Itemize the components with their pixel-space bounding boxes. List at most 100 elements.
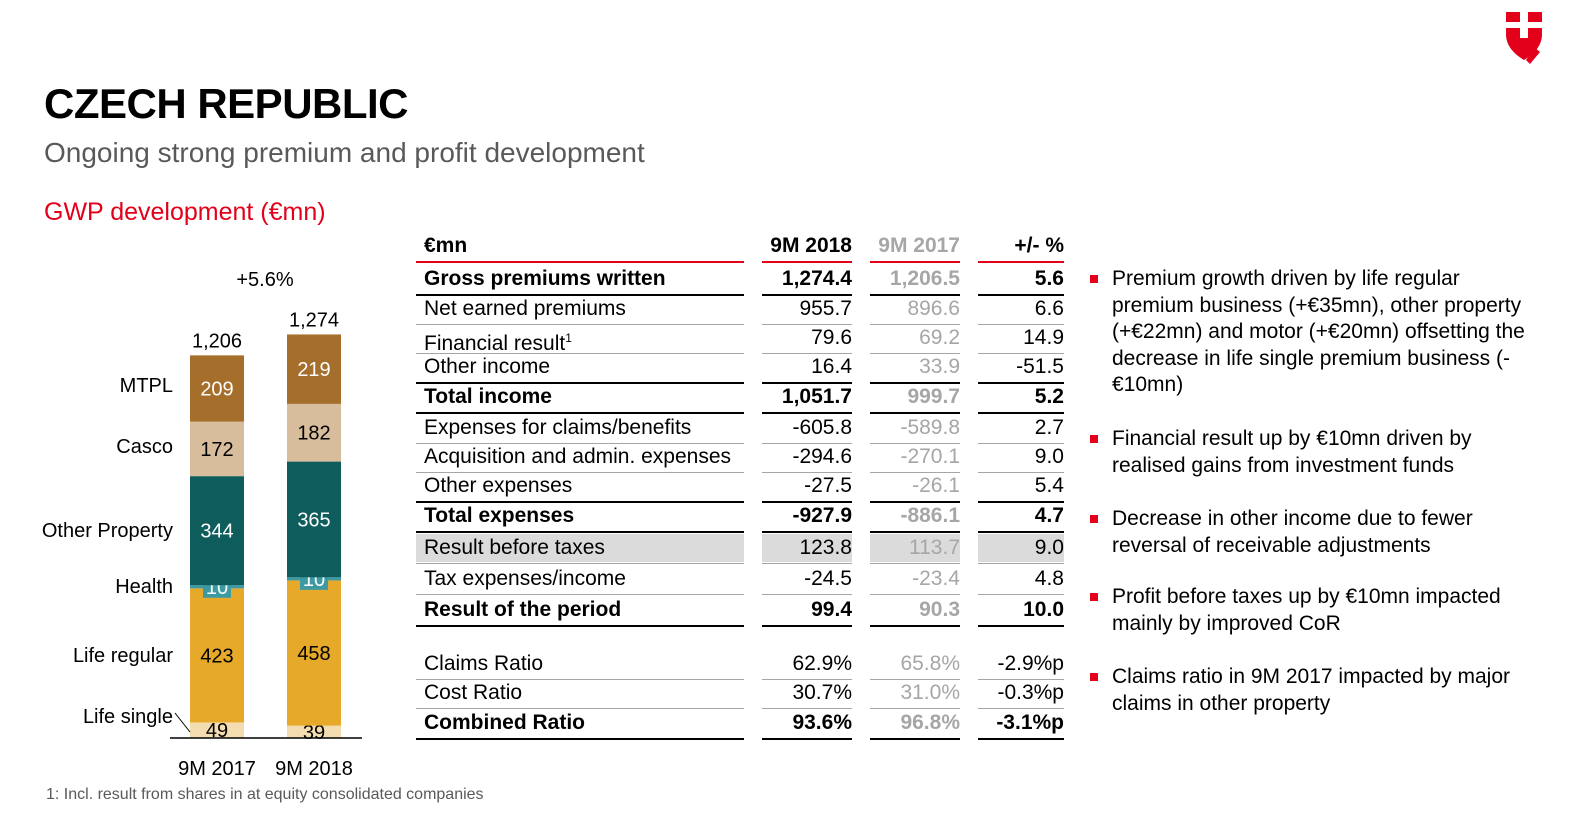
row-label-text: Other expenses bbox=[424, 474, 573, 497]
table-cell-9m2017: -26.1 bbox=[912, 474, 960, 497]
bullet-text: Decrease in other income due to fewer re… bbox=[1112, 507, 1473, 557]
table-rule bbox=[978, 625, 1064, 627]
row-label-text: Acquisition and admin. expenses bbox=[424, 445, 732, 468]
table-cell-change: -2.9%p bbox=[997, 652, 1064, 675]
series-label: Life single bbox=[83, 706, 173, 728]
table-cell-9m2017: -886.1 bbox=[900, 504, 960, 527]
bullet-text: Claims ratio in 9M 2017 impacted by majo… bbox=[1112, 665, 1510, 715]
table-cell-9m2018: 123.8 bbox=[762, 534, 852, 562]
table-cell-9m2018: 1,274.4 bbox=[781, 267, 852, 290]
table-rule bbox=[870, 324, 960, 325]
table-cell-9m2018: -927.9 bbox=[792, 504, 852, 527]
bar-segment bbox=[287, 334, 341, 404]
table-row-label: Tax expenses/income bbox=[416, 565, 744, 593]
table-rule bbox=[762, 708, 852, 709]
table-header-9m2017: 9M 2017 bbox=[878, 234, 960, 257]
bar-segment bbox=[287, 725, 341, 738]
table-rule bbox=[762, 625, 852, 627]
table-rule bbox=[762, 594, 852, 595]
table-rule bbox=[416, 324, 744, 325]
table-rule bbox=[870, 531, 960, 533]
table-rule bbox=[870, 472, 960, 473]
table-rule bbox=[978, 443, 1064, 444]
table-rule bbox=[978, 501, 1064, 503]
table-cell-change: -51.5 bbox=[1016, 355, 1064, 378]
table-rule bbox=[870, 625, 960, 627]
category-label: 9M 2017 bbox=[178, 758, 256, 780]
bar-segment-label: 344 bbox=[200, 521, 233, 543]
table-cell-9m2017: 999.7 bbox=[907, 385, 960, 408]
table-cell-9m2018: -605.8 bbox=[792, 416, 852, 439]
row-label-text: Total income bbox=[424, 385, 552, 408]
series-label: Life regular bbox=[73, 645, 173, 667]
growth-label: +5.6% bbox=[236, 269, 293, 291]
bar-segment-label: 458 bbox=[297, 643, 330, 665]
table-row-label: Gross premiums written bbox=[416, 265, 744, 293]
bar-segment bbox=[190, 588, 244, 723]
bullet-square-icon bbox=[1090, 275, 1098, 283]
table-rule bbox=[870, 501, 960, 503]
table-rule bbox=[978, 594, 1064, 595]
bar-segment-label: 49 bbox=[206, 720, 228, 742]
page-subtitle: Ongoing strong premium and profit develo… bbox=[44, 137, 645, 168]
table-rule bbox=[870, 738, 960, 740]
table-rule bbox=[762, 679, 852, 680]
table-cell-9m2018: 93.6% bbox=[792, 711, 852, 734]
bar-segment-label: 209 bbox=[200, 379, 233, 401]
table-rule bbox=[978, 261, 1064, 263]
row-label-text: Expenses for claims/benefits bbox=[424, 416, 692, 439]
table-cell-change: 14.9 bbox=[1023, 326, 1064, 349]
table-header-change: +/- % bbox=[1014, 234, 1064, 257]
bullet-text: Financial result up by €10mn driven by r… bbox=[1112, 427, 1472, 477]
table-rule bbox=[416, 625, 744, 627]
bar-total-label: 1,206 bbox=[192, 330, 242, 352]
table-cell-change: -0.3%p bbox=[997, 681, 1064, 704]
table-rule bbox=[978, 531, 1064, 533]
table-rule bbox=[762, 443, 852, 444]
table-rule bbox=[870, 563, 960, 564]
table-cell-change: -3.1%p bbox=[996, 711, 1064, 734]
table-cell-9m2017: 896.6 bbox=[907, 297, 960, 320]
table-rule bbox=[978, 412, 1064, 414]
row-label-text: Cost Ratio bbox=[424, 681, 523, 704]
table-cell-change: 9.0 bbox=[978, 534, 1064, 562]
chart-heading: GWP development (€mn) bbox=[44, 198, 326, 226]
series-label: MTPL bbox=[120, 375, 173, 397]
table-header-label: €mn bbox=[424, 234, 468, 257]
table-cell-change: 4.8 bbox=[1034, 567, 1064, 590]
table-rule bbox=[416, 501, 744, 503]
table-row-label: Combined Ratio bbox=[416, 709, 744, 737]
bar-segment-label: 172 bbox=[200, 439, 233, 461]
category-label: 9M 2018 bbox=[275, 758, 353, 780]
table-row-label: Cost Ratio bbox=[416, 679, 744, 707]
table-row-label: Total income bbox=[416, 383, 744, 411]
table-rule bbox=[762, 531, 852, 533]
table-row-label: Result of the period bbox=[416, 596, 744, 624]
table-rule bbox=[870, 594, 960, 595]
table-rule bbox=[978, 679, 1064, 680]
table-rule bbox=[762, 324, 852, 325]
table-rule bbox=[870, 294, 960, 296]
table-cell-9m2017: 65.8% bbox=[900, 652, 960, 675]
table-rule bbox=[416, 708, 744, 709]
table-rule bbox=[416, 443, 744, 444]
table-cell-change: 9.0 bbox=[1034, 445, 1064, 468]
bar-segment bbox=[190, 421, 244, 477]
table-rule bbox=[762, 501, 852, 503]
bullet-text: Premium growth driven by life regular pr… bbox=[1112, 267, 1525, 396]
table-rule bbox=[978, 563, 1064, 564]
table-cell-9m2018: 16.4 bbox=[811, 355, 852, 378]
table-cell-9m2018: -294.6 bbox=[792, 445, 852, 468]
table-rule bbox=[870, 443, 960, 444]
table-rule bbox=[870, 412, 960, 414]
table-rule bbox=[416, 353, 744, 354]
series-label: Other Property bbox=[42, 520, 173, 542]
table-rule bbox=[978, 472, 1064, 473]
table-cell-9m2017: 113.7 bbox=[870, 534, 960, 562]
table-rule bbox=[870, 708, 960, 709]
table-rule bbox=[416, 261, 744, 263]
table-rule bbox=[416, 382, 744, 384]
table-cell-9m2018: 30.7% bbox=[792, 681, 852, 704]
table-cell-change: 2.7 bbox=[1034, 416, 1064, 439]
table-rule bbox=[762, 472, 852, 473]
